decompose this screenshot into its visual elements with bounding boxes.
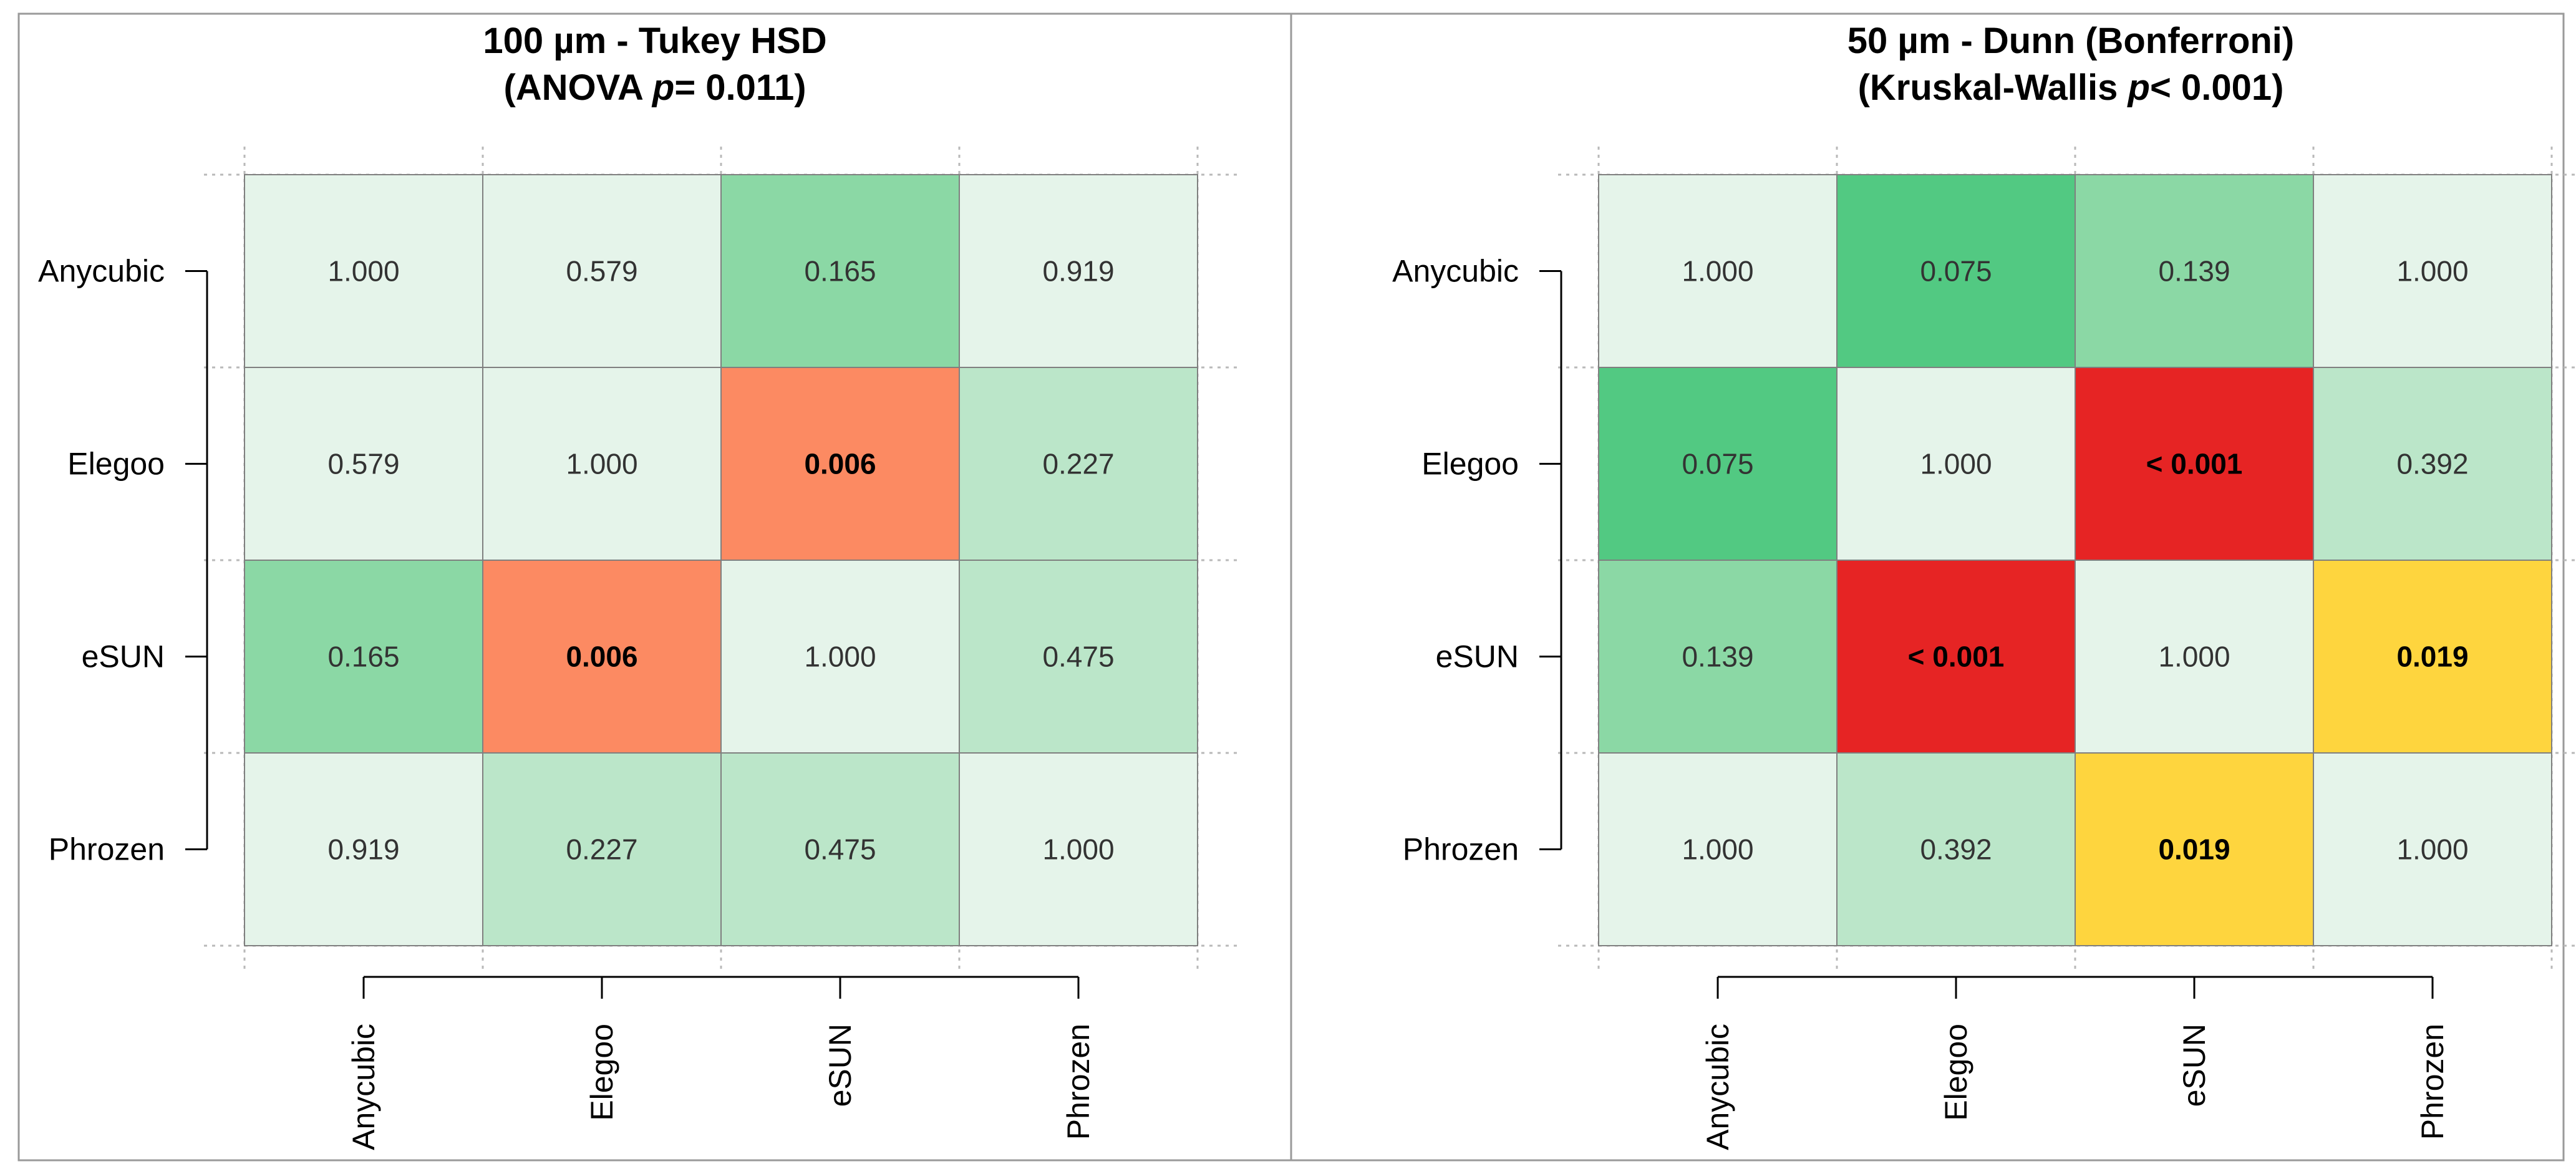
cell-value-label: 0.006	[804, 448, 876, 480]
cell-value-label: 0.165	[804, 255, 876, 288]
cell-value-label: 1.000	[566, 448, 637, 480]
heatmap-cell-elegoo-anycubic	[244, 367, 483, 561]
heatmap-cell-anycubic-esun	[2075, 174, 2314, 368]
title-p-symbol: p	[2127, 67, 2150, 108]
cell-value-label: 0.475	[1042, 641, 1114, 673]
heatmap-cell-esun-phrozen	[2313, 560, 2552, 754]
cell-value-label: 0.075	[1920, 255, 1992, 288]
heatmap-cell-esun-esun	[2075, 560, 2314, 754]
chart-title-line2: (Kruskal-Wallis p< 0.001)	[1858, 67, 2284, 108]
y-tick-label: Anycubic	[38, 254, 165, 289]
title-suffix: = 0.011)	[674, 67, 806, 108]
y-axis: Anycubic Elegoo eSUN Phrozen	[38, 254, 208, 867]
cell-value-label: < 0.001	[1908, 641, 2005, 673]
cell-value-label: 0.139	[1682, 641, 1753, 673]
cell-value-label: 0.392	[2396, 448, 2468, 480]
cell-value-label: 1.000	[1042, 833, 1114, 866]
heatmap-cells: 1.000 0.579 0.165 0.919 0.579 1.000 0.006 0.227…	[204, 147, 1238, 974]
cell-value-label: < 0.001	[2146, 448, 2243, 480]
y-tick-label: Phrozen	[49, 832, 165, 867]
heatmap-cell-anycubic-anycubic	[244, 174, 483, 368]
title-prefix: (Kruskal-Wallis	[1858, 67, 2128, 108]
cell-value-label: 0.165	[327, 641, 399, 673]
y-tick-label: Elegoo	[67, 447, 165, 482]
heatmap-cell-anycubic-elegoo	[482, 174, 722, 368]
x-tick-label: Elegoo	[1939, 1024, 1973, 1121]
heatmap-cell-phrozen-phrozen	[2313, 752, 2552, 946]
x-tick-label: Elegoo	[584, 1024, 619, 1121]
x-tick-label: eSUN	[2177, 1024, 2212, 1107]
x-axis: Anycubic Elegoo eSUN Phrozen	[346, 976, 1096, 1150]
heatmap-panel-50um: 50 µm - Dunn (Bonferroni) (Kruskal-Walli…	[1290, 12, 2576, 1162]
chart-title-line2: (ANOVA p= 0.011)	[503, 67, 806, 108]
x-tick-label: Phrozen	[2415, 1024, 2450, 1140]
cell-value-label: 1.000	[2396, 255, 2468, 288]
heatmap-cell-phrozen-phrozen	[959, 752, 1198, 946]
cell-value-label: 0.139	[2158, 255, 2230, 288]
cell-value-label: 0.227	[1042, 448, 1114, 480]
cell-value-label: 0.475	[804, 833, 876, 866]
heatmap-cell-elegoo-esun	[720, 367, 960, 561]
heatmap-cell-esun-anycubic	[244, 560, 483, 754]
heatmap-cell-elegoo-elegoo	[1836, 367, 2076, 561]
heatmap-cell-elegoo-elegoo	[482, 367, 722, 561]
heatmap-cells: 1.000 0.075 0.139 1.000 0.075 1.000 < 0.001 0.3…	[1558, 147, 2576, 974]
cell-value-label: 1.000	[327, 255, 399, 288]
x-tick-label: Anycubic	[346, 1024, 381, 1150]
cell-value-label: 0.579	[327, 448, 399, 480]
cell-value-label: 1.000	[2158, 641, 2230, 673]
heatmap-cell-esun-phrozen	[959, 560, 1198, 754]
cell-value-label: 0.006	[566, 641, 637, 673]
y-tick-label: eSUN	[1436, 639, 1519, 674]
cell-value-label: 0.579	[566, 255, 637, 288]
heatmap-cell-phrozen-anycubic	[244, 752, 483, 946]
y-axis: Anycubic Elegoo eSUN Phrozen	[1392, 254, 1562, 867]
title-p-symbol: p	[651, 67, 674, 108]
heatmap-cell-anycubic-esun	[720, 174, 960, 368]
cell-value-label: 0.019	[2396, 641, 2468, 673]
cell-value-label: 0.075	[1682, 448, 1753, 480]
heatmap-cell-esun-elegoo	[1836, 560, 2076, 754]
chart-title-line1: 50 µm - Dunn (Bonferroni)	[1847, 21, 2295, 61]
x-tick-label: Anycubic	[1700, 1024, 1735, 1150]
cell-value-label: 0.919	[1042, 255, 1114, 288]
heatmap-cell-esun-esun	[720, 560, 960, 754]
cell-value-label: 0.392	[1920, 833, 1992, 866]
heatmap-cell-phrozen-esun	[720, 752, 960, 946]
heatmap-cell-elegoo-phrozen	[959, 367, 1198, 561]
x-tick-label: Phrozen	[1061, 1024, 1096, 1140]
x-tick-label: eSUN	[823, 1024, 858, 1107]
heatmap-cell-phrozen-elegoo	[1836, 752, 2076, 946]
y-tick-label: Phrozen	[1403, 832, 1519, 867]
cell-value-label: 1.000	[1682, 255, 1753, 288]
y-tick-label: Elegoo	[1421, 447, 1519, 482]
cell-value-label: 1.000	[1920, 448, 1992, 480]
cell-value-label: 1.000	[1682, 833, 1753, 866]
y-tick-label: Anycubic	[1392, 254, 1519, 289]
heatmap-cell-phrozen-anycubic	[1598, 752, 1838, 946]
heatmap-cell-elegoo-anycubic	[1598, 367, 1838, 561]
title-suffix: < 0.001)	[2150, 67, 2283, 108]
cell-value-label: 0.019	[2158, 833, 2230, 866]
heatmap-cell-anycubic-phrozen	[959, 174, 1198, 368]
heatmap-cell-anycubic-anycubic	[1598, 174, 1838, 368]
cell-value-label: 0.227	[566, 833, 637, 866]
panel-frame	[1290, 12, 2565, 1162]
x-axis: Anycubic Elegoo eSUN Phrozen	[1700, 976, 2450, 1150]
chart-title-line1: 100 µm - Tukey HSD	[483, 21, 826, 61]
title-prefix: (ANOVA	[503, 67, 652, 108]
cell-value-label: 1.000	[804, 641, 876, 673]
cell-value-label: 0.919	[327, 833, 399, 866]
heatmap-cell-anycubic-phrozen	[2313, 174, 2552, 368]
heatmap-panel-100um: 100 µm - Tukey HSD (ANOVA p= 0.011) 1.00…	[17, 12, 1292, 1162]
y-tick-label: eSUN	[82, 639, 165, 674]
heatmap-cell-phrozen-esun	[2075, 752, 2314, 946]
heatmap-cell-anycubic-elegoo	[1836, 174, 2076, 368]
cell-value-label: 1.000	[2396, 833, 2468, 866]
